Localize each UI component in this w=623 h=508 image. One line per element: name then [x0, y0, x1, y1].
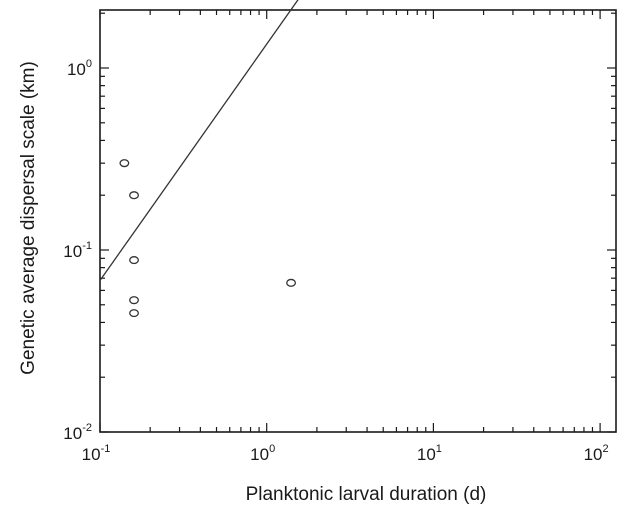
x-tick-label: 102 — [584, 443, 609, 464]
data-point — [129, 191, 139, 200]
y-axis-title: Genetic average dispersal scale (km) — [18, 61, 39, 375]
x-tick-label: 101 — [417, 443, 442, 464]
plot-frame — [99, 9, 617, 433]
x-tick-label: 100 — [250, 443, 275, 464]
regression-line — [99, 0, 299, 281]
y-tick-label: 10-2 — [63, 422, 92, 443]
y-tick-label: 100 — [67, 58, 92, 79]
data-point — [129, 256, 139, 265]
x-axis-title: Planktonic larval duration (d) — [246, 484, 487, 505]
data-point — [286, 278, 297, 287]
x-tick-label: 10-1 — [82, 443, 111, 464]
y-tick-label: 10-1 — [63, 240, 92, 261]
data-point — [119, 159, 130, 168]
data-point — [129, 309, 139, 318]
data-point — [129, 296, 139, 305]
